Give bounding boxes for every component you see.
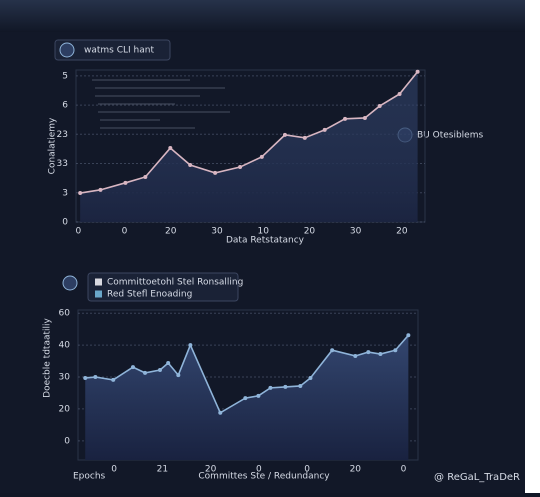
annotation: watms CLI hant: [84, 46, 154, 56]
point: [243, 396, 248, 401]
legend-icon: [62, 275, 78, 291]
x-tick-label: 20: [165, 227, 177, 237]
point: [93, 375, 98, 380]
x-axis-title: Data Retstatancy: [226, 236, 305, 246]
y-tick-label: 60: [59, 309, 71, 319]
x-tick-label: 10: [257, 227, 269, 237]
legend-label: Red Stefl Enoading: [107, 290, 192, 300]
point: [188, 163, 193, 167]
x-tick-label: 0: [111, 465, 117, 475]
point: [188, 343, 193, 348]
point: [298, 383, 303, 388]
y-tick-label: 33: [57, 159, 68, 169]
y-axis-title: Conalatiemy: [48, 117, 58, 174]
point: [259, 154, 264, 159]
point: [256, 393, 261, 398]
point: [83, 375, 88, 380]
point: [393, 348, 398, 353]
x-tick-label: 20: [396, 227, 408, 237]
legend-box: [87, 272, 239, 302]
y-tick-label: 20: [59, 404, 71, 414]
y-tick-label: 0: [62, 218, 68, 228]
point: [98, 187, 103, 192]
y-tick-label: 6: [62, 101, 68, 111]
x-tick-label: 20: [350, 465, 362, 475]
x-note: Epochs: [73, 472, 106, 482]
point: [143, 370, 148, 375]
point: [166, 360, 171, 365]
y-tick-label: 0: [64, 436, 70, 446]
point: [406, 333, 411, 338]
point: [415, 69, 420, 74]
x-tick-label: 30: [350, 227, 362, 237]
point: [111, 377, 116, 382]
x-tick-label: 21: [157, 465, 168, 475]
point: [308, 375, 313, 380]
point: [353, 353, 358, 358]
y-tick-label: 30: [59, 373, 71, 383]
point: [362, 115, 367, 120]
point: [268, 385, 273, 390]
code-lines: [92, 79, 230, 129]
point: [343, 116, 348, 121]
point: [378, 352, 383, 357]
x-tick-label: 20: [205, 465, 217, 475]
y-tick-label: 3: [62, 188, 68, 198]
area: [85, 335, 409, 460]
side-strip: [525, 0, 540, 493]
point: [123, 180, 128, 185]
point: [302, 135, 307, 140]
badge-0: [54, 39, 171, 61]
x-tick-label: 0: [304, 465, 310, 475]
y-tick-label: 23: [57, 130, 68, 140]
y-tick-label: 5: [62, 71, 68, 81]
legend-label: Committoetohl Stel Ronsalling: [107, 278, 243, 288]
x-tick-label: 0: [122, 227, 128, 237]
point: [366, 350, 371, 355]
point: [218, 410, 223, 415]
point: [176, 373, 181, 378]
area: [80, 71, 418, 222]
y-axis-title: Doecble tdtaatiliy: [43, 317, 53, 397]
x-axis-title: Committes Ste / Redundancy: [198, 472, 330, 482]
credit: @ ReGaL_TraDeR: [434, 472, 520, 483]
line: [85, 334, 409, 414]
annotation: BU Otesiblems: [417, 131, 483, 141]
point: [143, 174, 148, 179]
x-tick-label: 0: [401, 465, 407, 475]
point: [213, 170, 218, 175]
y-tick-label: 40: [59, 341, 71, 351]
point: [397, 91, 402, 96]
point: [377, 103, 382, 108]
point: [322, 127, 327, 132]
point: [168, 146, 173, 151]
point: [238, 165, 243, 170]
x-tick-label: 0: [75, 227, 81, 237]
legend-swatch: [95, 290, 102, 298]
point: [78, 191, 83, 196]
x-tick-label: 30: [211, 227, 223, 237]
point: [330, 348, 335, 353]
photo-strip: [0, 0, 525, 32]
x-tick-label: 0: [256, 465, 262, 475]
point: [130, 365, 135, 370]
x-tick-label: 20: [304, 227, 316, 237]
legend-swatch: [95, 278, 102, 286]
point: [282, 132, 287, 137]
point: [157, 368, 162, 372]
point: [283, 384, 288, 389]
